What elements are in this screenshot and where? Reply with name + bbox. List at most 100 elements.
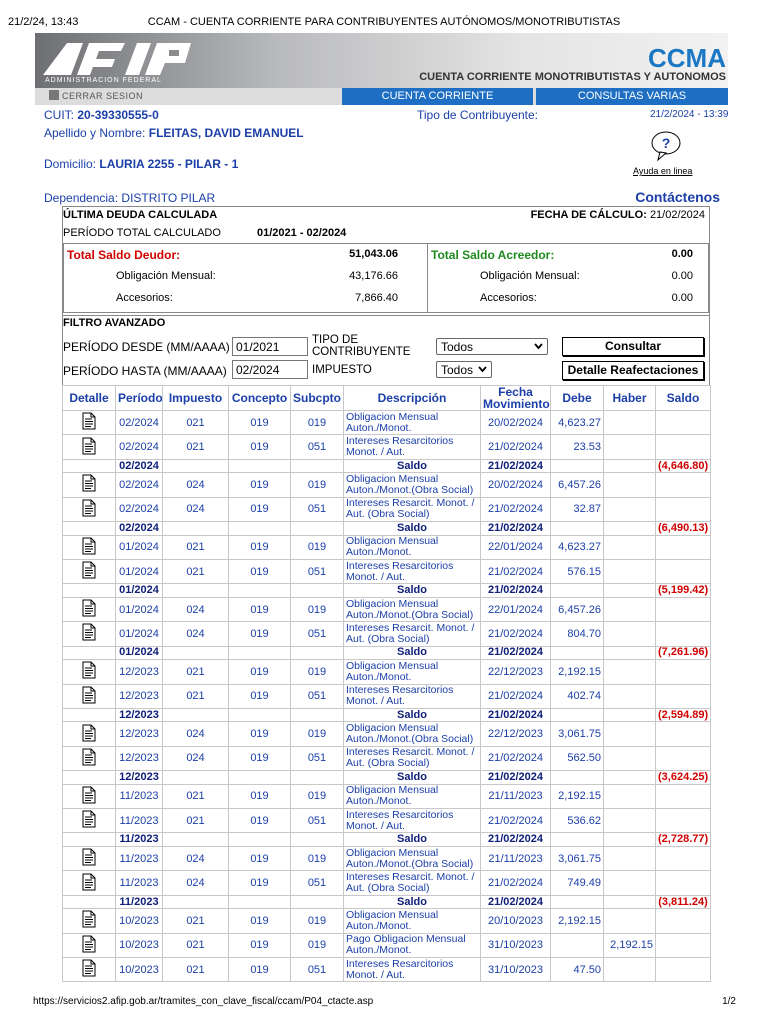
detail-icon[interactable] bbox=[81, 873, 97, 891]
reafectaciones-button[interactable]: Detalle Reafectaciones bbox=[562, 361, 704, 380]
detail-icon[interactable] bbox=[81, 959, 97, 977]
detail-icon[interactable] bbox=[81, 810, 97, 828]
table-cell bbox=[162, 770, 229, 785]
detail-row: 11/2023 024 019 019 Obligacion Mensual Auton… bbox=[62, 845, 711, 872]
help-icon[interactable]: ? bbox=[650, 130, 682, 162]
detail-icon[interactable] bbox=[81, 910, 97, 928]
detail-icon[interactable] bbox=[81, 661, 97, 679]
table-cell bbox=[603, 583, 656, 598]
table-cell: 019 bbox=[228, 808, 291, 834]
nav-tab[interactable]: CUENTA CORRIENTE bbox=[342, 88, 533, 105]
table-cell: 10/2023 bbox=[115, 932, 163, 959]
table-cell bbox=[603, 808, 656, 834]
label: Tipo de Contribuyente: bbox=[417, 108, 538, 122]
chevron bbox=[534, 343, 543, 350]
table-cell: 02/2024 bbox=[115, 458, 163, 474]
detail-cell bbox=[62, 745, 116, 772]
table-cell bbox=[655, 621, 711, 647]
contact-link[interactable]: Contáctenos bbox=[635, 189, 720, 205]
table-cell bbox=[603, 845, 656, 872]
table-cell bbox=[550, 458, 604, 474]
detail-icon[interactable] bbox=[81, 437, 97, 455]
table-cell: 2,192.15 bbox=[550, 659, 604, 685]
table-cell: 21/02/2024 bbox=[480, 621, 551, 647]
label: Apellido y Nombre: bbox=[44, 126, 146, 140]
app-name: CCMA bbox=[648, 43, 726, 73]
table-cell bbox=[655, 808, 711, 834]
detail-icon[interactable] bbox=[81, 848, 97, 866]
detail-icon[interactable] bbox=[81, 935, 97, 953]
table-cell bbox=[290, 894, 344, 910]
column-header: Subcpto bbox=[290, 385, 344, 411]
table-cell: 02/2024 bbox=[115, 496, 163, 523]
detail-row: 11/2023 024 019 051 Intereses Resarcit. Mono… bbox=[62, 870, 711, 896]
table-cell: 12/2023 bbox=[115, 745, 163, 772]
detail-cell bbox=[62, 721, 116, 747]
table-cell: 6,457.26 bbox=[550, 472, 604, 498]
contributor-type-select[interactable]: Todos bbox=[436, 338, 548, 355]
detail-icon[interactable] bbox=[81, 786, 97, 804]
table-cell bbox=[550, 645, 604, 661]
table-cell: 21/02/2024 bbox=[480, 458, 551, 474]
logout-link[interactable]: CERRAR SESION bbox=[62, 91, 144, 101]
table-cell: 02/2024 bbox=[115, 521, 163, 536]
chevron bbox=[478, 366, 487, 373]
detail-cell bbox=[62, 458, 116, 474]
table-cell bbox=[550, 521, 604, 536]
table-cell: (3,811.24) bbox=[655, 894, 711, 910]
table-cell: 051 bbox=[290, 957, 344, 983]
table-cell: 21/02/2024 bbox=[480, 832, 551, 847]
table-cell: (6,490.13) bbox=[655, 521, 711, 536]
table-cell bbox=[655, 472, 711, 498]
table-cell: 021 bbox=[162, 558, 229, 585]
logo-subtitle: ADMINISTRACION FEDERAL bbox=[45, 77, 162, 84]
detail-icon[interactable] bbox=[81, 599, 97, 617]
detail-row: 10/2023 021 019 019 Pago Obligacion Mensual … bbox=[62, 932, 711, 959]
table-cell: Saldo bbox=[343, 458, 481, 474]
select-value: Todos bbox=[441, 340, 474, 354]
print-title: CCAM - CUENTA CORRIENTE PARA CONTRIBUYEN… bbox=[147, 16, 621, 28]
table-cell bbox=[162, 894, 229, 910]
column-header: Fecha Movimiento bbox=[480, 385, 551, 411]
period-to-input[interactable]: 02/2024 bbox=[232, 360, 308, 379]
detail-icon[interactable] bbox=[81, 412, 97, 430]
detail-icon[interactable] bbox=[81, 686, 97, 704]
detail-cell bbox=[62, 957, 116, 983]
detail-icon[interactable] bbox=[81, 623, 97, 641]
table-cell bbox=[228, 583, 291, 598]
table-cell bbox=[228, 645, 291, 661]
print-timestamp: 21/2/24, 13:43 bbox=[8, 16, 79, 28]
table-cell: Obligacion Mensual Auton./Monot. bbox=[343, 908, 481, 934]
label: CUIT: bbox=[44, 108, 74, 122]
table-cell: 019 bbox=[228, 957, 291, 983]
period-from-input[interactable]: 01/2021 bbox=[232, 337, 308, 356]
detail-icon[interactable] bbox=[81, 748, 97, 766]
table-cell: (3,624.25) bbox=[655, 770, 711, 785]
detail-icon[interactable] bbox=[81, 724, 97, 742]
detail-icon[interactable] bbox=[81, 474, 97, 492]
nav-tab[interactable]: CONSULTAS VARIAS bbox=[536, 88, 728, 105]
detail-icon[interactable] bbox=[81, 561, 97, 579]
table-cell: Intereses Resarcit. Monot. / Aut. (Obra … bbox=[343, 621, 481, 647]
help-link[interactable]: Ayuda en linea bbox=[633, 166, 693, 176]
detail-icon[interactable] bbox=[81, 499, 97, 517]
tax-select[interactable]: Todos bbox=[436, 361, 492, 378]
table-cell: 051 bbox=[290, 434, 344, 460]
table-cell: 02/2024 bbox=[115, 472, 163, 498]
consultar-button[interactable]: Consultar bbox=[562, 337, 704, 356]
table-cell: 2,192.15 bbox=[550, 908, 604, 934]
table-cell bbox=[603, 783, 656, 810]
table-cell bbox=[603, 832, 656, 847]
table-cell: 019 bbox=[290, 472, 344, 498]
table-cell: Saldo bbox=[343, 707, 481, 723]
table-cell: 024 bbox=[162, 721, 229, 747]
table-cell: 21/02/2024 bbox=[480, 583, 551, 598]
table-cell: 12/2023 bbox=[115, 721, 163, 747]
detail-cell bbox=[62, 783, 116, 810]
detail-row: 10/2023 021 019 019 Obligacion Mensual Auton… bbox=[62, 908, 711, 934]
table-cell: 11/2023 bbox=[115, 808, 163, 834]
table-cell bbox=[603, 770, 656, 785]
detail-icon[interactable] bbox=[81, 537, 97, 555]
table-cell: 20/02/2024 bbox=[480, 409, 551, 436]
